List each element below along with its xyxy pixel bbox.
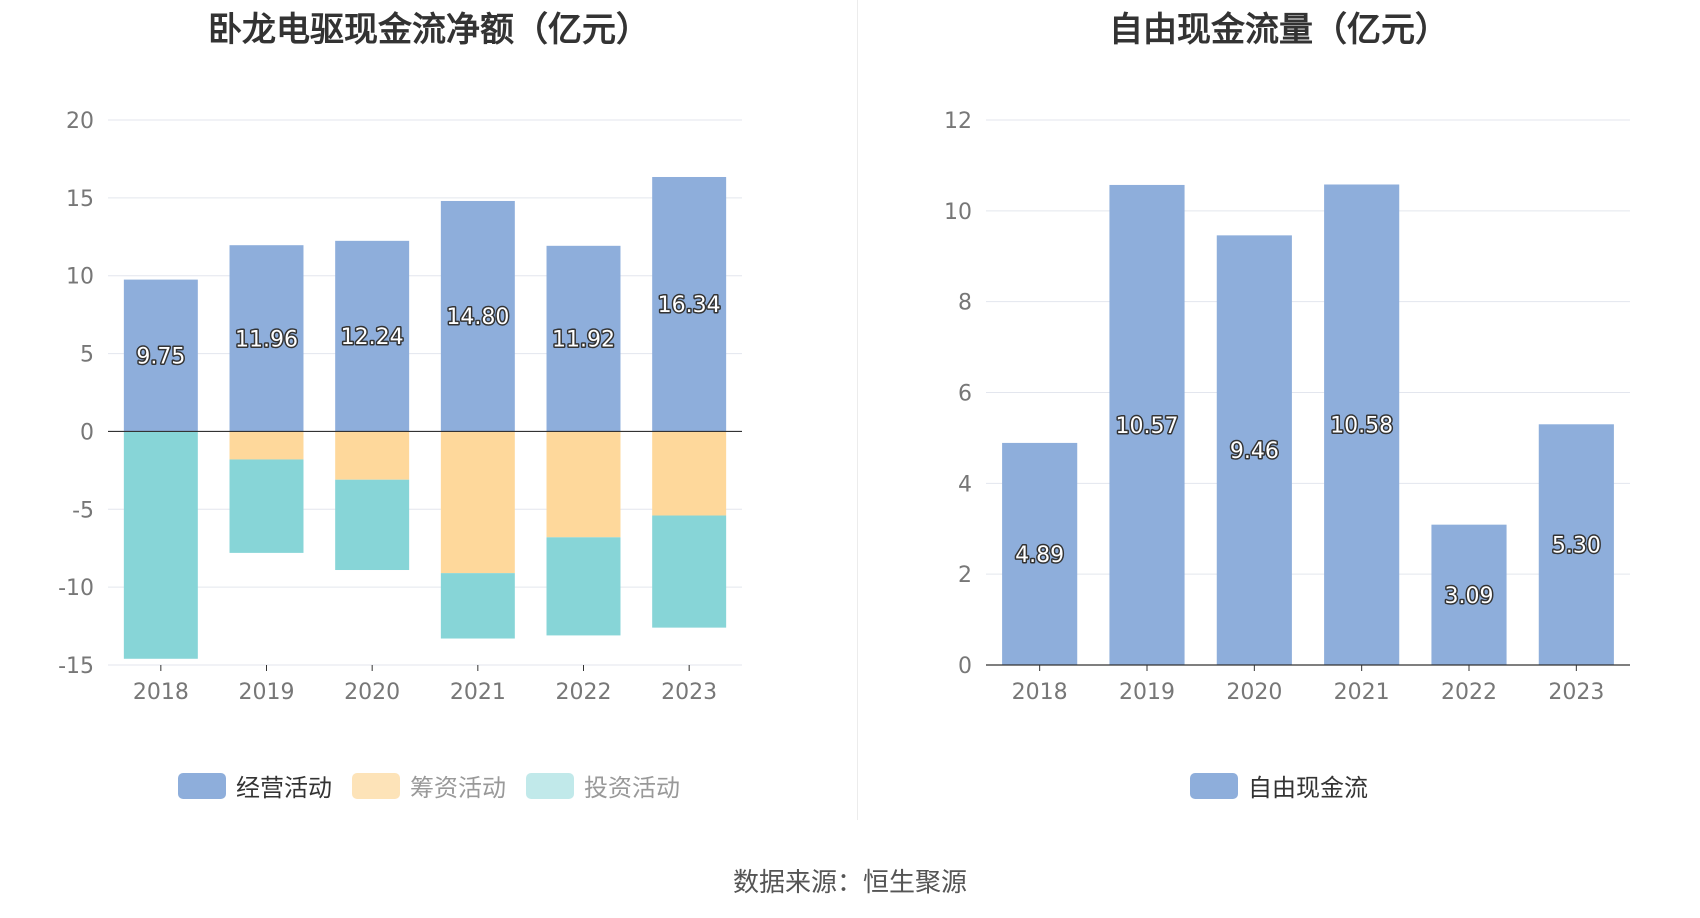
cashflow-bar (652, 431, 727, 516)
fcf-ytick-label: 10 (944, 200, 972, 225)
legend-item-fcf[interactable]: 自由现金流 (1190, 768, 1368, 803)
legend-swatch-investing (526, 772, 574, 799)
cashflow-bar (229, 245, 304, 432)
fcf-ytick-label: 2 (958, 563, 972, 588)
fcf-xtick-label: 2022 (1441, 680, 1497, 705)
cashflow-ytick-label: 20 (66, 109, 94, 134)
cashflow-xtick-label: 2022 (556, 680, 612, 705)
cashflow-bar (335, 431, 410, 480)
fcf-bar (1216, 235, 1292, 665)
fcf-chart-svg: 12 10 8 6 4 2 0 2018 2019 2020 2021 2022 2023 4.89 10.… (944, 109, 1630, 705)
fcf-ytick-label: 4 (958, 472, 972, 497)
fcf-data-label: 4.89 (1015, 543, 1064, 568)
chart-title-fcf: 自由现金流量（亿元） (1109, 10, 1449, 50)
cashflow-data-label: 12.24 (341, 325, 404, 350)
cashflow-xtick-label: 2020 (344, 680, 400, 705)
fcf-legend: 自由现金流 (858, 768, 1700, 803)
cashflow-data-label: 14.80 (446, 305, 509, 330)
cashflow-bar (652, 176, 727, 432)
cashflow-data-label: 9.75 (136, 345, 185, 370)
panel-divider (857, 0, 858, 820)
fcf-data-label: 5.30 (1552, 534, 1601, 559)
fcf-ytick-label: 8 (958, 291, 972, 316)
cashflow-bar (440, 431, 515, 574)
cashflow-ytick-label: 15 (66, 187, 94, 212)
legend-label-investing: 投资活动 (584, 774, 680, 802)
fcf-bar (1002, 442, 1078, 665)
legend-item-financing[interactable]: 筹资活动 (352, 768, 506, 803)
legend-swatch-financing (352, 772, 400, 799)
cashflow-data-label: 11.92 (552, 328, 615, 353)
chart-title-cashflow: 卧龙电驱现金流净额（亿元） (208, 10, 650, 50)
cashflow-bar (440, 200, 515, 432)
cashflow-bar (229, 459, 304, 553)
fcf-ytick-label: 6 (958, 382, 972, 407)
fcf-xtick-label: 2023 (1548, 680, 1604, 705)
cashflow-bar (123, 279, 198, 432)
cashflow-data-label: 11.96 (235, 327, 298, 352)
cashflow-ytick-label: 5 (80, 343, 94, 368)
cashflow-bar (229, 431, 304, 460)
cashflow-ytick-label: -5 (72, 498, 94, 523)
fcf-xtick-label: 2020 (1226, 680, 1282, 705)
fcf-bar (1431, 524, 1507, 665)
cashflow-bar (546, 245, 621, 432)
cashflow-bar (123, 431, 198, 659)
legend-item-operating[interactable]: 经营活动 (178, 768, 332, 803)
cashflow-data-label: 16.34 (658, 293, 721, 318)
fcf-ytick-label: 0 (958, 654, 972, 679)
cashflow-chart-panel: 卧龙电驱现金流净额（亿元） 20 15 10 5 0 -5 -10 -15 2018 2019 20… (0, 0, 858, 820)
fcf-xtick-label: 2019 (1119, 680, 1175, 705)
legend-label-financing: 筹资活动 (410, 774, 506, 802)
fcf-data-label: 3.09 (1445, 584, 1494, 609)
cashflow-bar (546, 431, 621, 538)
cashflow-ytick-label: 0 (80, 420, 94, 445)
cashflow-xtick-label: 2023 (661, 680, 717, 705)
fcf-chart-panel: 自由现金流量（亿元） 12 10 8 6 4 2 0 2018 2019 2020 2021 2022… (858, 0, 1700, 820)
cashflow-xtick-label: 2019 (239, 680, 295, 705)
cashflow-xtick-label: 2021 (450, 680, 506, 705)
fcf-data-label: 10.57 (1116, 414, 1179, 439)
legend-label-operating: 经营活动 (236, 774, 332, 802)
cashflow-bar (440, 573, 515, 639)
cashflow-ytick-label: 10 (66, 265, 94, 290)
legend-item-investing[interactable]: 投资活动 (526, 768, 680, 803)
cashflow-bar (546, 537, 621, 636)
legend-swatch-fcf (1190, 772, 1238, 799)
fcf-data-label: 10.58 (1330, 414, 1393, 439)
fcf-ytick-label: 12 (944, 109, 972, 134)
data-source-note: 数据来源：恒生聚源 (732, 868, 967, 898)
cashflow-ytick-label: -10 (58, 576, 94, 601)
cashflow-bar (652, 515, 727, 628)
fcf-bar (1324, 184, 1400, 665)
legend-label-fcf: 自由现金流 (1248, 774, 1368, 802)
cashflow-legend: 经营活动 筹资活动 投资活动 (0, 768, 858, 803)
cashflow-ytick-label: -15 (58, 654, 94, 679)
cashflow-xtick-label: 2018 (133, 680, 189, 705)
fcf-data-label: 9.46 (1230, 439, 1279, 464)
cashflow-bar (335, 479, 410, 571)
fcf-bar (1109, 184, 1185, 665)
cashflow-bar (335, 240, 410, 432)
fcf-bar (1538, 424, 1614, 665)
cashflow-chart-svg: 20 15 10 5 0 -5 -10 -15 2018 2019 2020 2021 2022 2023… (58, 109, 742, 705)
legend-swatch-operating (178, 772, 226, 799)
fcf-xtick-label: 2018 (1012, 680, 1068, 705)
fcf-xtick-label: 2021 (1334, 680, 1390, 705)
